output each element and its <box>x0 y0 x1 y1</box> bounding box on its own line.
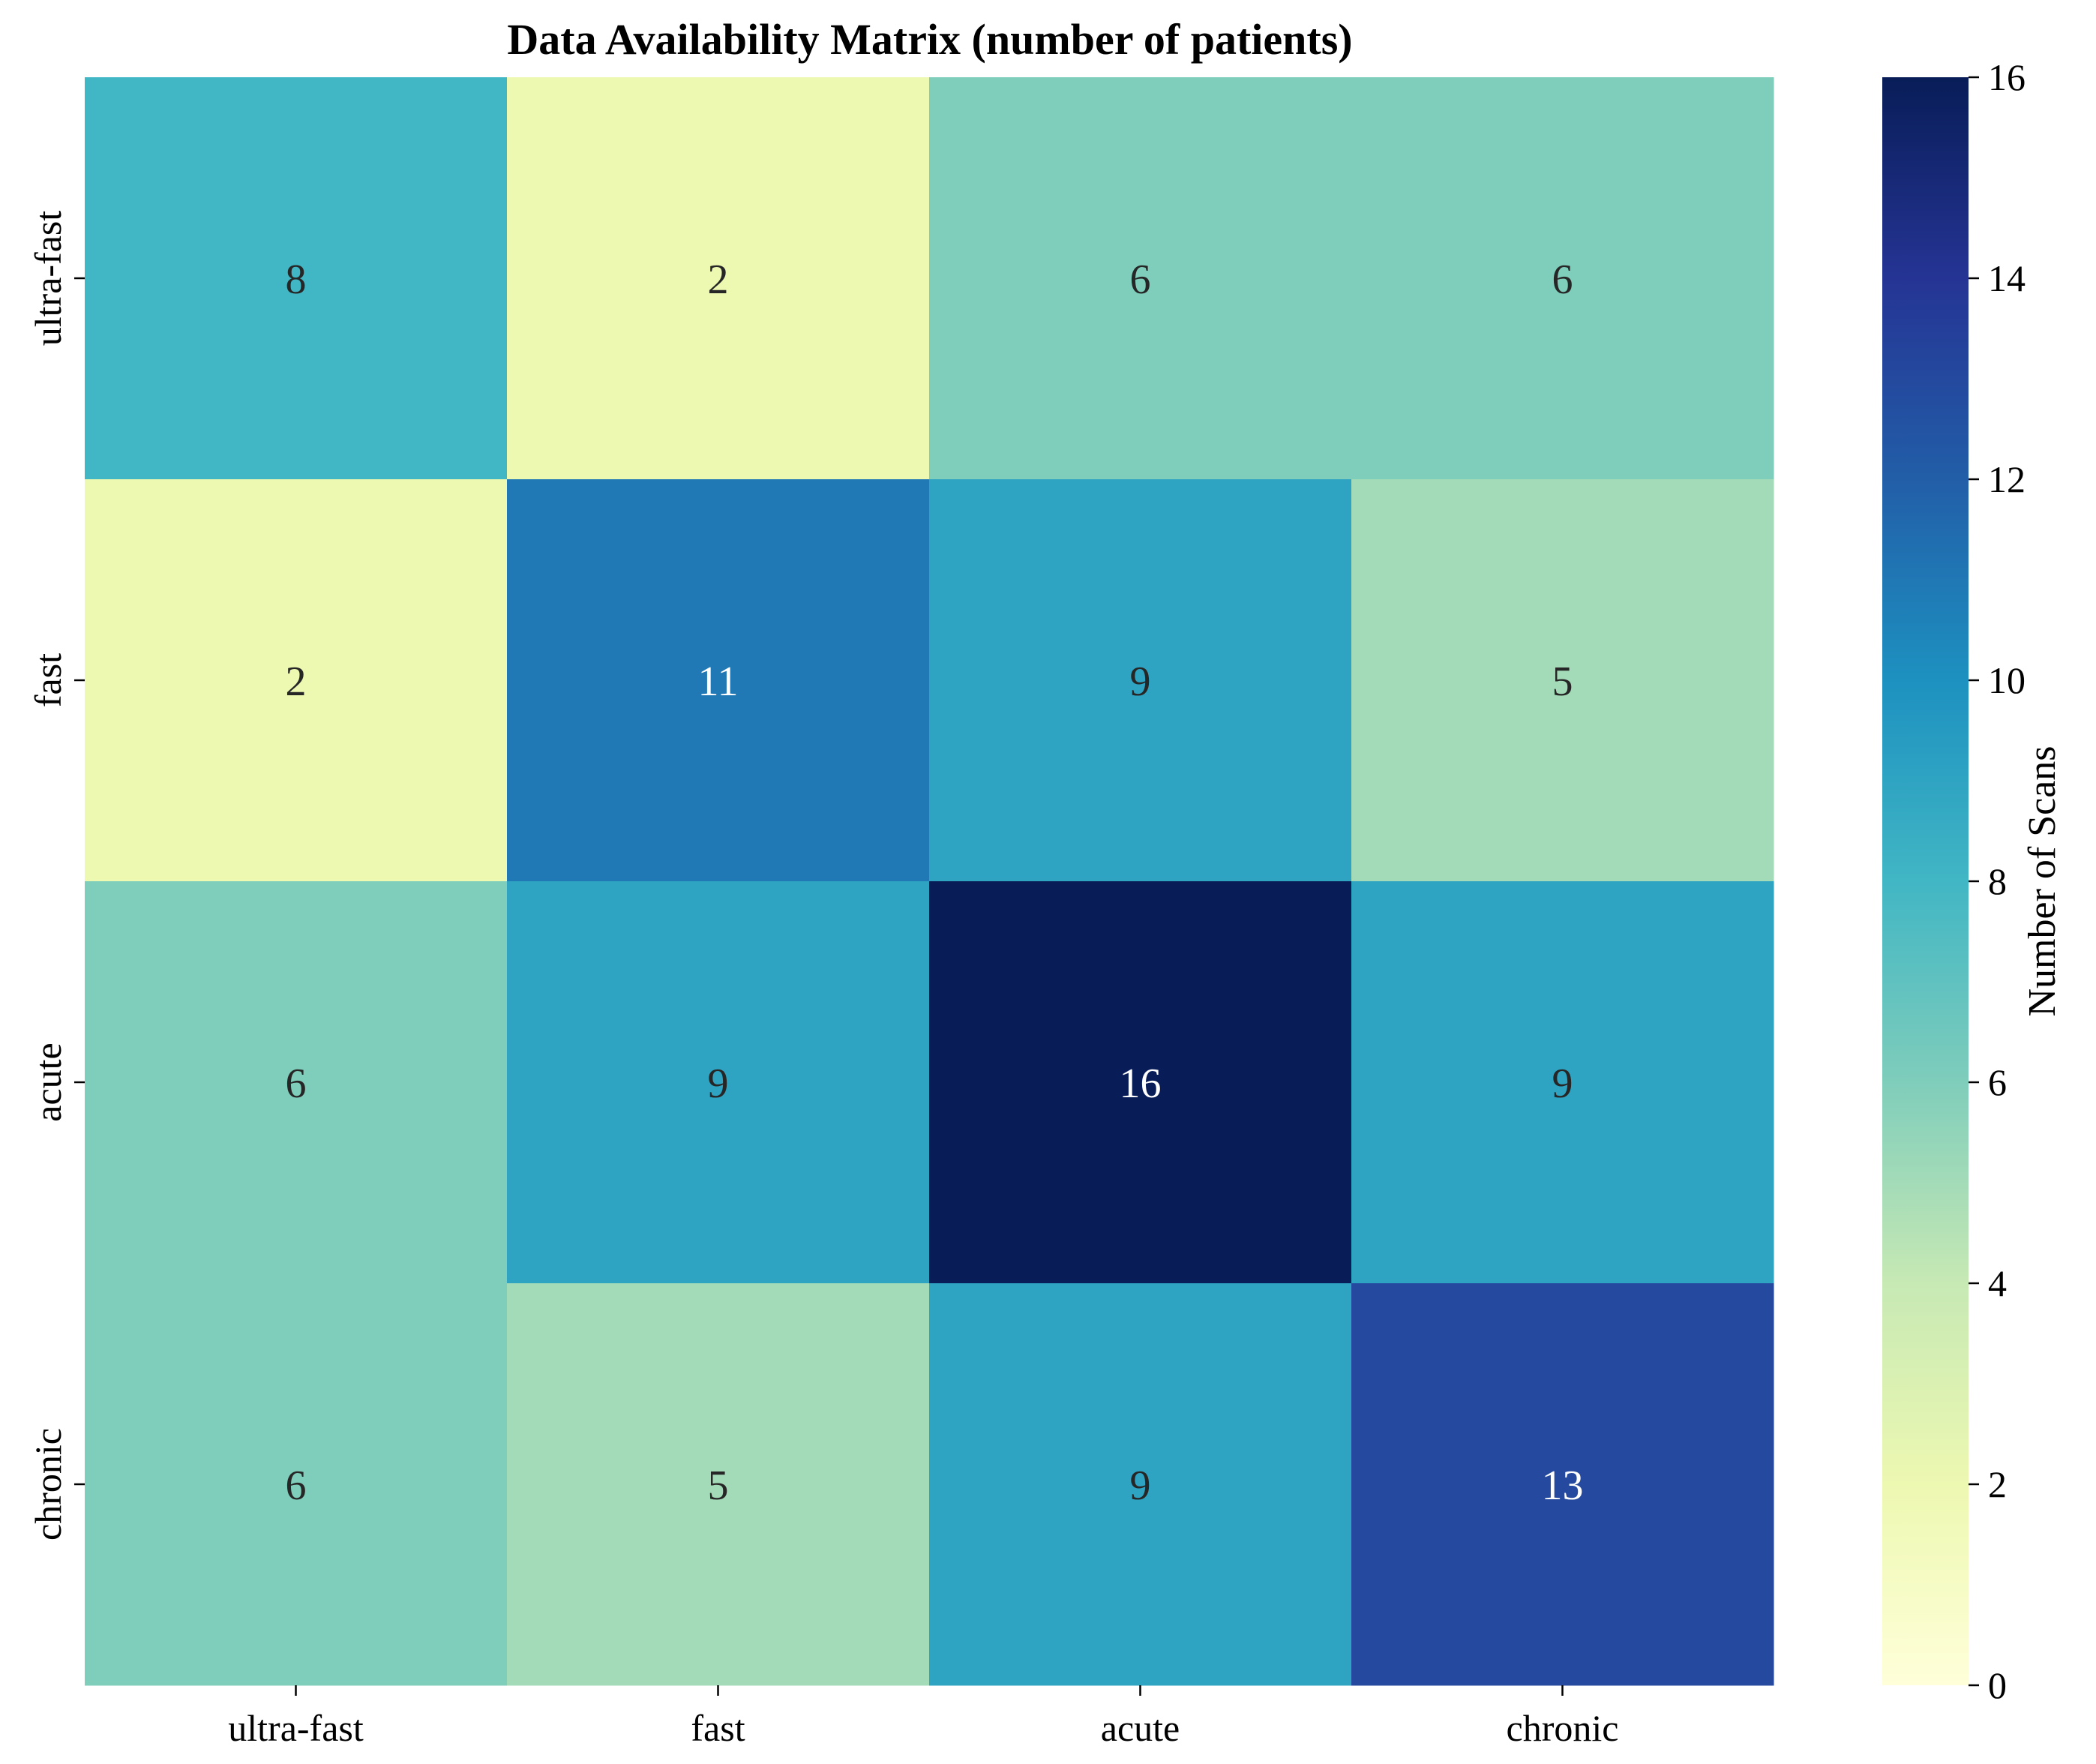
heatmap-cell <box>85 77 508 480</box>
colorbar-tick-label: 12 <box>1988 458 2026 500</box>
heatmap-cell <box>85 881 508 1284</box>
colorbar-tick-label: 14 <box>1988 257 2026 299</box>
cell-value-label: 2 <box>708 256 729 303</box>
heatmap-cell <box>1351 77 1774 480</box>
colorbar-tick-label: 8 <box>1988 860 2007 902</box>
x-axis: ultra-fast fast acute chronic <box>228 1685 1618 1749</box>
colorbar-tick-label: 4 <box>1988 1262 2007 1304</box>
cell-value-label: 6 <box>286 1462 307 1509</box>
heatmap-cell <box>929 1283 1352 1686</box>
cell-value-label: 6 <box>286 1060 307 1107</box>
cell-value-label: 13 <box>1542 1462 1584 1509</box>
colorbar: 0 2 4 6 8 10 12 14 16 Number of Scans <box>1882 56 2064 1706</box>
heatmap-cell <box>507 479 930 882</box>
heatmap-cells <box>85 77 1774 1686</box>
heatmap-cell <box>507 881 930 1284</box>
cell-value-label: 6 <box>1552 256 1573 303</box>
heatmap-cell <box>929 881 1352 1284</box>
y-tick-label: chronic <box>27 1428 69 1540</box>
colorbar-label: Number of Scans <box>2021 746 2064 1016</box>
cell-value-label: 9 <box>1552 1060 1573 1107</box>
colorbar-tick-label: 0 <box>1988 1664 2007 1706</box>
heatmap-cell <box>85 479 508 882</box>
x-tick-label: fast <box>691 1707 745 1749</box>
x-tick-label: acute <box>1101 1707 1180 1749</box>
colorbar-tick-label: 10 <box>1988 659 2026 701</box>
colorbar-tick-label: 2 <box>1988 1463 2007 1505</box>
cell-value-label: 9 <box>708 1060 729 1107</box>
heatmap-cell <box>1351 881 1774 1284</box>
x-tick-label: ultra-fast <box>228 1707 364 1749</box>
x-tick-label: chronic <box>1507 1707 1619 1749</box>
colorbar-tick-label: 16 <box>1988 56 2026 98</box>
y-axis: ultra-fast fast acute chronic <box>27 211 85 1540</box>
colorbar-tick-label: 6 <box>1988 1061 2007 1103</box>
heatmap-cell <box>1351 1283 1774 1686</box>
heatmap-cell <box>929 77 1352 480</box>
heatmap-cell <box>85 1283 508 1686</box>
heatmap-cell <box>1351 479 1774 882</box>
heatmap-cell <box>507 77 930 480</box>
cell-value-label: 6 <box>1130 256 1151 303</box>
cell-value-label: 11 <box>698 658 739 705</box>
chart-title: Data Availability Matrix (number of pati… <box>507 15 1352 64</box>
cell-value-label: 9 <box>1130 658 1151 705</box>
cell-value-label: 5 <box>1552 658 1573 705</box>
cell-annotations: 8 2 6 6 2 11 9 5 6 9 16 9 6 5 9 13 <box>286 256 1584 1509</box>
y-tick-label: fast <box>27 653 69 707</box>
heatmap-cell <box>929 479 1352 882</box>
colorbar-bar <box>1882 77 1969 1685</box>
cell-value-label: 2 <box>286 658 307 705</box>
cell-value-label: 9 <box>1130 1462 1151 1509</box>
cell-value-label: 16 <box>1120 1060 1162 1107</box>
cell-value-label: 8 <box>286 256 307 303</box>
cell-value-label: 5 <box>708 1462 729 1509</box>
y-tick-label: acute <box>27 1042 69 1121</box>
heatmap-cell <box>507 1283 930 1686</box>
y-tick-label: ultra-fast <box>27 211 69 346</box>
